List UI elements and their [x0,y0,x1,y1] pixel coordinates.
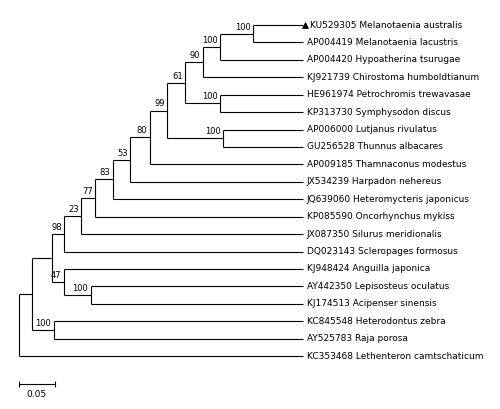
Text: 83: 83 [100,169,110,178]
Text: 100: 100 [202,92,218,101]
Text: 100: 100 [36,319,52,328]
Text: KU529305 Melanotaenia australis: KU529305 Melanotaenia australis [310,20,462,29]
Text: GU256528 Thunnus albacares: GU256528 Thunnus albacares [306,142,442,151]
Text: 53: 53 [118,148,128,157]
Text: 77: 77 [82,187,92,196]
Text: 90: 90 [190,51,200,60]
Text: 23: 23 [68,205,79,214]
Text: DQ023143 Scleropages formosus: DQ023143 Scleropages formosus [306,247,458,256]
Text: 0.05: 0.05 [27,390,47,399]
Text: 100: 100 [72,284,88,293]
Text: KC353468 Lethenteron camtschaticum: KC353468 Lethenteron camtschaticum [306,352,483,361]
Text: JX534239 Harpadon nehereus: JX534239 Harpadon nehereus [306,178,442,187]
Text: 99: 99 [154,99,165,108]
Text: KJ948424 Anguilla japonica: KJ948424 Anguilla japonica [306,265,430,274]
Text: 61: 61 [172,72,182,81]
Text: KC845548 Heterodontus zebra: KC845548 Heterodontus zebra [306,317,446,326]
Text: 100: 100 [206,127,221,136]
Text: AP004420 Hypoatherina tsurugae: AP004420 Hypoatherina tsurugae [306,55,460,64]
Text: 47: 47 [51,271,62,280]
Text: AY442350 Lepisosteus oculatus: AY442350 Lepisosteus oculatus [306,282,449,291]
Text: KJ921739 Chirostoma humboldtianum: KJ921739 Chirostoma humboldtianum [306,73,479,82]
Text: KP313730 Symphysodon discus: KP313730 Symphysodon discus [306,108,450,117]
Text: HE961974 Petrochromis trewavasae: HE961974 Petrochromis trewavasae [306,90,470,99]
Text: AP009185 Thamnaconus modestus: AP009185 Thamnaconus modestus [306,160,466,169]
Text: JX087350 Silurus meridionalis: JX087350 Silurus meridionalis [306,229,442,238]
Text: 100: 100 [235,22,250,31]
Text: KJ174513 Acipenser sinensis: KJ174513 Acipenser sinensis [306,299,436,308]
Text: JQ639060 Heteromycteris japonicus: JQ639060 Heteromycteris japonicus [306,195,470,204]
Text: 98: 98 [51,223,62,232]
Text: KP085590 Oncorhynchus mykiss: KP085590 Oncorhynchus mykiss [306,212,454,221]
Text: AP004419 Melanotaenia lacustris: AP004419 Melanotaenia lacustris [306,38,458,47]
Text: 100: 100 [202,36,218,45]
Text: 80: 80 [136,126,147,135]
Text: AP006000 Lutjanus rivulatus: AP006000 Lutjanus rivulatus [306,125,436,134]
Text: AY525783 Raja porosa: AY525783 Raja porosa [306,334,408,343]
